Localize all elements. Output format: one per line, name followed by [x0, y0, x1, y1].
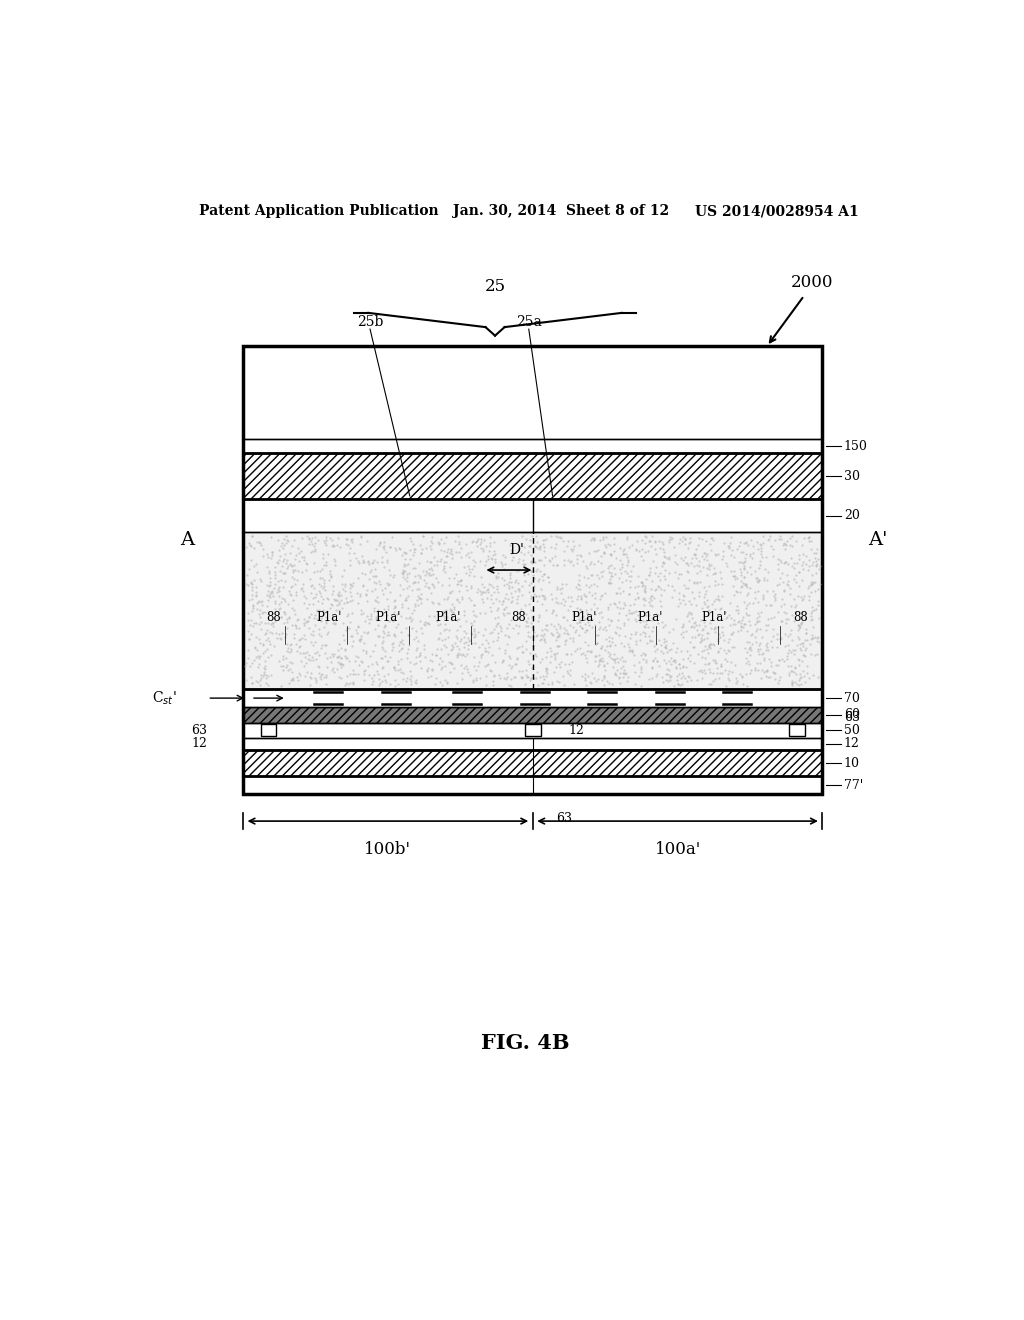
- Bar: [698, 644, 738, 689]
- Bar: [513, 644, 552, 689]
- Text: P1a': P1a': [701, 611, 726, 624]
- Text: 12: 12: [844, 738, 860, 750]
- Bar: [243, 532, 822, 689]
- Bar: [243, 346, 822, 793]
- Text: 100b': 100b': [365, 841, 412, 858]
- Text: 63: 63: [844, 711, 860, 725]
- Bar: [790, 725, 805, 737]
- Text: 50: 50: [844, 723, 860, 737]
- Text: 25a: 25a: [516, 315, 542, 329]
- Text: 20: 20: [844, 510, 860, 523]
- Text: 100a': 100a': [654, 841, 700, 858]
- Bar: [243, 738, 822, 750]
- Text: 12: 12: [191, 738, 207, 750]
- Bar: [243, 776, 822, 793]
- Text: 88: 88: [793, 611, 808, 624]
- Bar: [389, 644, 429, 689]
- Text: P1a': P1a': [638, 611, 663, 624]
- Text: 60: 60: [844, 709, 860, 721]
- Bar: [243, 453, 822, 499]
- Bar: [524, 725, 541, 737]
- Bar: [243, 499, 822, 532]
- Bar: [452, 644, 490, 689]
- Text: 88: 88: [266, 611, 281, 624]
- Bar: [243, 708, 822, 722]
- Bar: [243, 689, 822, 708]
- Text: A': A': [868, 531, 888, 549]
- Text: P1a': P1a': [435, 611, 461, 624]
- Text: 63: 63: [557, 812, 572, 825]
- Text: 25b: 25b: [356, 315, 383, 329]
- Text: 30: 30: [844, 470, 860, 483]
- Text: 2000: 2000: [791, 275, 834, 290]
- Bar: [328, 644, 367, 689]
- Text: A: A: [180, 531, 195, 549]
- Bar: [243, 722, 822, 738]
- Text: FIG. 4B: FIG. 4B: [480, 1032, 569, 1052]
- Text: Patent Application Publication: Patent Application Publication: [200, 205, 439, 218]
- Bar: [243, 440, 822, 453]
- Bar: [637, 644, 676, 689]
- Text: 150: 150: [844, 440, 867, 453]
- Text: P1a': P1a': [316, 611, 341, 624]
- Text: 10: 10: [844, 756, 860, 770]
- Bar: [243, 750, 822, 776]
- Bar: [574, 644, 614, 689]
- Text: 88: 88: [511, 611, 526, 624]
- Text: 12: 12: [568, 723, 585, 737]
- Text: US 2014/0028954 A1: US 2014/0028954 A1: [695, 205, 859, 218]
- Bar: [243, 346, 822, 440]
- Text: 70: 70: [844, 692, 860, 705]
- Text: Jan. 30, 2014  Sheet 8 of 12: Jan. 30, 2014 Sheet 8 of 12: [454, 205, 670, 218]
- Text: 63: 63: [191, 723, 207, 737]
- Text: P1a': P1a': [571, 611, 597, 624]
- Bar: [761, 644, 800, 689]
- Text: P1a': P1a': [376, 611, 401, 624]
- Text: 77': 77': [844, 779, 863, 792]
- Text: D': D': [509, 543, 524, 557]
- Text: 25: 25: [484, 277, 506, 294]
- Text: C$_{st}$': C$_{st}$': [152, 689, 176, 706]
- Bar: [260, 725, 276, 737]
- Bar: [265, 644, 305, 689]
